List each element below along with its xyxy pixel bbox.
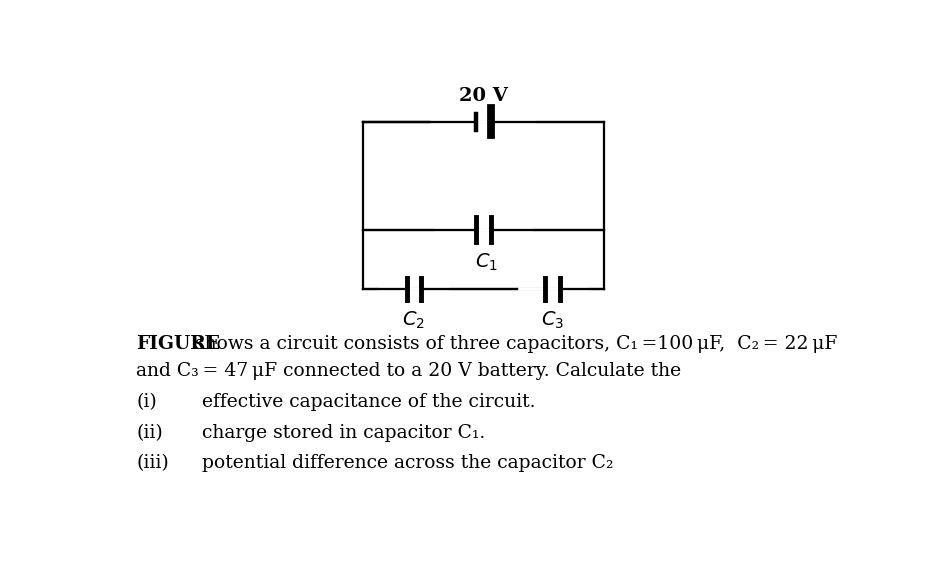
Text: (iii): (iii) bbox=[136, 454, 169, 473]
Text: (ii): (ii) bbox=[136, 423, 163, 442]
Text: (i): (i) bbox=[136, 393, 157, 411]
Text: FIGURE: FIGURE bbox=[136, 335, 221, 354]
Text: effective capacitance of the circuit.: effective capacitance of the circuit. bbox=[202, 393, 536, 411]
Text: 20 V: 20 V bbox=[459, 87, 507, 105]
Text: shows a circuit consists of three capacitors, C₁ =100 μF,  C₂ = 22 μF: shows a circuit consists of three capaci… bbox=[189, 335, 837, 354]
Text: $C_1$: $C_1$ bbox=[475, 252, 499, 273]
Text: potential difference across the capacitor C₂: potential difference across the capacito… bbox=[202, 454, 613, 473]
Text: and C₃ = 47 μF connected to a 20 V battery. Calculate the: and C₃ = 47 μF connected to a 20 V batte… bbox=[136, 362, 681, 380]
Text: $C_2$: $C_2$ bbox=[403, 310, 425, 331]
Text: $C_3$: $C_3$ bbox=[541, 310, 564, 331]
Text: charge stored in capacitor C₁.: charge stored in capacitor C₁. bbox=[202, 423, 485, 442]
